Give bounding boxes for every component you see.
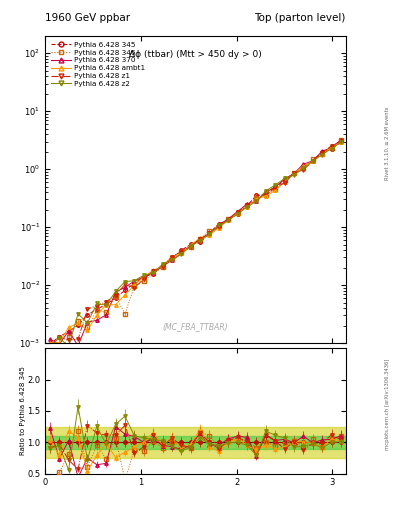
Text: Top (parton level): Top (parton level) xyxy=(254,13,346,23)
Text: mcplots.cern.ch [arXiv:1306.3436]: mcplots.cern.ch [arXiv:1306.3436] xyxy=(385,359,390,450)
Text: Rivet 3.1.10, ≥ 2.6M events: Rivet 3.1.10, ≥ 2.6M events xyxy=(385,106,390,180)
Text: 1960 GeV ppbar: 1960 GeV ppbar xyxy=(45,13,130,23)
Legend: Pythia 6.428 345, Pythia 6.428 346, Pythia 6.428 370, Pythia 6.428 ambt1, Pythia: Pythia 6.428 345, Pythia 6.428 346, Pyth… xyxy=(49,39,147,89)
Y-axis label: Ratio to Pythia 6.428 345: Ratio to Pythia 6.428 345 xyxy=(20,367,26,455)
Text: Δϕ (ttbar) (Mtt > 450 dy > 0): Δϕ (ttbar) (Mtt > 450 dy > 0) xyxy=(129,50,262,59)
Text: (MC_FBA_TTBAR): (MC_FBA_TTBAR) xyxy=(163,322,228,331)
